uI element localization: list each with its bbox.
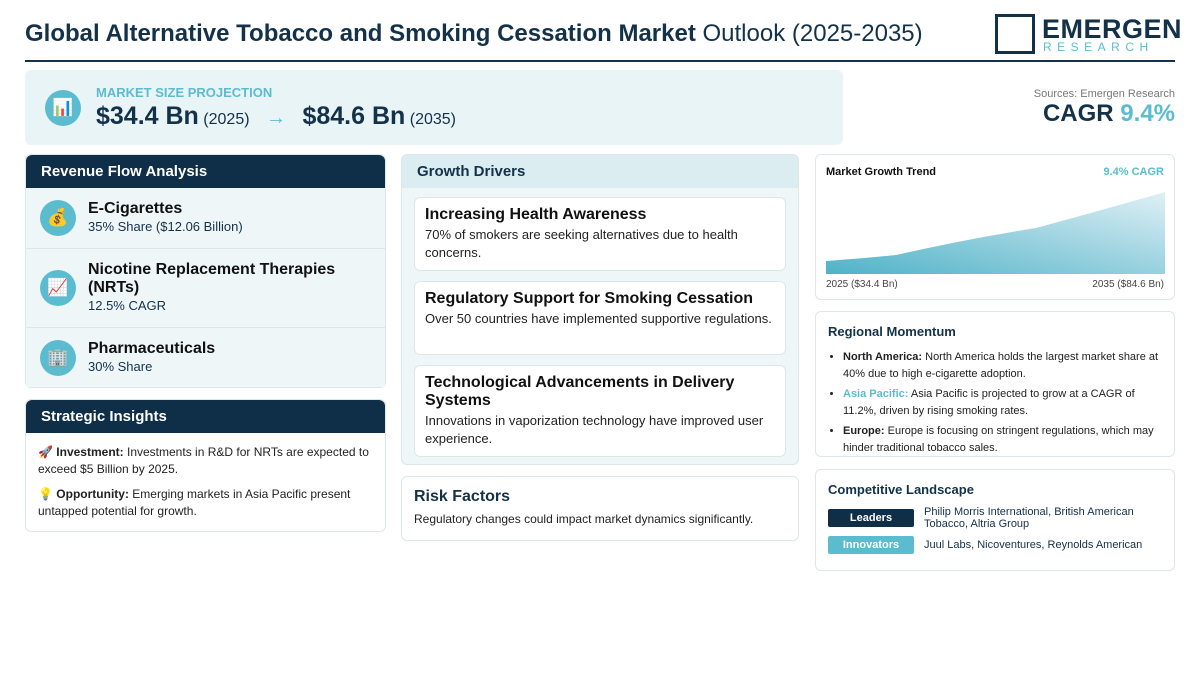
text: Emerging markets in Asia Pacific present… [38,487,351,518]
area-chart [826,192,1165,274]
region: Europe: [843,425,885,437]
text: Europe is focusing on stringent regulati… [843,425,1154,454]
item: 💰 E-Cigarettes 35% Share ($12.06 Billion) [26,188,385,249]
cagr-label: CAGR [1042,100,1114,127]
text: Regulatory changes could impact market d… [414,512,754,526]
tag: Innovators [828,536,914,554]
text: North America holds the largest market s… [843,351,1159,380]
start-year: (2025) [203,110,250,128]
heading: Market Growth Trend [826,166,937,178]
logo-mark [995,14,1035,54]
title-bold: Global Alternative Tobacco and Smoking C… [25,20,696,47]
end-label: 2035 ($84.6 Bn) [1092,279,1164,290]
text: Juul Labs, Nicoventures, Reynolds Americ… [924,539,1143,551]
row: Leaders Philip Morris International, Brit… [828,506,1162,530]
heading: Risk Factors [414,488,511,505]
cagr: CAGR 9.4% [1043,100,1175,128]
region-item: North America: North America holds the l… [843,349,1162,382]
strategic-insights: Strategic Insights 🚀 Investment: Investm… [25,399,386,532]
icon: 💰 [40,200,76,236]
driver-text: 70% of smokers are seeking alternatives … [425,227,738,260]
row: Innovators Juul Labs, Nicoventures, Reyno… [828,536,1162,554]
logo-main: EMERGEN [1042,14,1183,44]
region-item: Asia Pacific: Asia Pacific is projected … [843,386,1162,419]
label: Investment: [56,445,124,459]
detail: 30% Share [88,358,153,374]
detail: 12.5% CAGR [88,298,167,313]
end-value: $84.6 Bn [302,101,406,130]
icon: 📈 [40,270,76,306]
competitive: Competitive Landscape Leaders Philip Morr… [815,469,1175,571]
driver: Technological Advancements in Delivery S… [414,365,786,457]
market-text: MARKET SIZE PROJECTION $34.4 Bn (2025) →… [96,85,456,131]
growth-trend: Market Growth Trend 9.4% CAGR 2025 ($34.… [815,154,1175,300]
area [826,192,1165,274]
insight: 💡 Opportunity: Emerging markets in Asia … [38,486,373,520]
values: $34.4 Bn (2025) → $84.6 Bn (2035) [96,102,456,131]
insight: 🚀 Investment: Investments in R&D for NRT… [38,444,373,478]
cagr: 9.4% CAGR [1103,166,1164,178]
driver-title: Increasing Health Awareness [425,206,647,223]
tag: Leaders [828,509,914,527]
item: 🏢 Pharmaceuticals 30% Share [26,328,385,387]
start-label: 2025 ($34.4 Bn) [826,279,898,290]
heading: Regional Momentum [828,324,956,339]
end-year: (2035) [409,110,456,128]
label: Opportunity: [56,487,129,501]
driver: Regulatory Support for Smoking Cessation… [414,281,786,355]
icon: 🏢 [40,339,76,376]
logo-sub: RESEARCH [1043,40,1154,54]
icon: 📊 [45,89,81,126]
text: Philip Morris International, British Ame… [924,506,1134,530]
item: 📈 Nicotine Replacement Therapies (NRTs) 12… [26,249,385,328]
revenue-flow: Revenue Flow Analysis 💰 E-Cigarettes 35% S… [25,154,386,388]
risk-factors: Risk Factors Regulatory changes could im… [401,476,799,541]
arrow: → [266,106,286,129]
region-item: Europe: Europe is focusing on stringent … [843,423,1162,456]
heading: Growth Drivers [402,155,798,188]
icon: 💡 [38,487,53,501]
cagr-value: 9.4% [1120,100,1175,127]
heading: Revenue Flow Analysis [26,155,385,188]
header-rule [25,60,1175,62]
label: MARKET SIZE PROJECTION [96,84,273,100]
driver-title: Technological Advancements in Delivery S… [425,374,735,409]
title: Global Alternative Tobacco and Smoking C… [25,20,923,48]
driver-title: Regulatory Support for Smoking Cessation [425,290,754,307]
driver: Increasing Health Awareness 70% of smoker… [414,197,786,271]
title-rest: Outlook (2025-2035) [702,20,923,47]
source: Sources: Emergen Research [1033,88,1175,100]
insights: 🚀 Investment: Investments in R&D for NRT… [26,433,385,531]
region: Asia Pacific: [843,388,909,400]
driver-text: Innovations in vaporization technology h… [425,413,764,446]
growth-drivers: Growth Drivers Increasing Health Awarene… [401,154,799,465]
heading: Competitive Landscape [828,482,974,497]
heading: Strategic Insights [26,400,385,433]
name: Pharmaceuticals [88,339,216,357]
driver-text: Over 50 countries have implemented suppo… [425,311,772,326]
start-value: $34.4 Bn [96,101,199,130]
market-size: 📊 MARKET SIZE PROJECTION $34.4 Bn (2025)… [25,70,843,145]
list: North America: North America holds the l… [828,349,1162,456]
name: E-Cigarettes [88,200,183,217]
icon: 🚀 [38,445,53,459]
name: Nicotine Replacement Therapies (NRTs) [88,261,336,296]
regional: Regional Momentum North America: North A… [815,311,1175,457]
text: Investments in R&D for NRTs are expected… [38,445,369,476]
region: North America: [843,351,923,363]
text: Asia Pacific is projected to grow at a C… [843,388,1135,417]
detail: 35% Share ($12.06 Billion) [88,219,243,234]
